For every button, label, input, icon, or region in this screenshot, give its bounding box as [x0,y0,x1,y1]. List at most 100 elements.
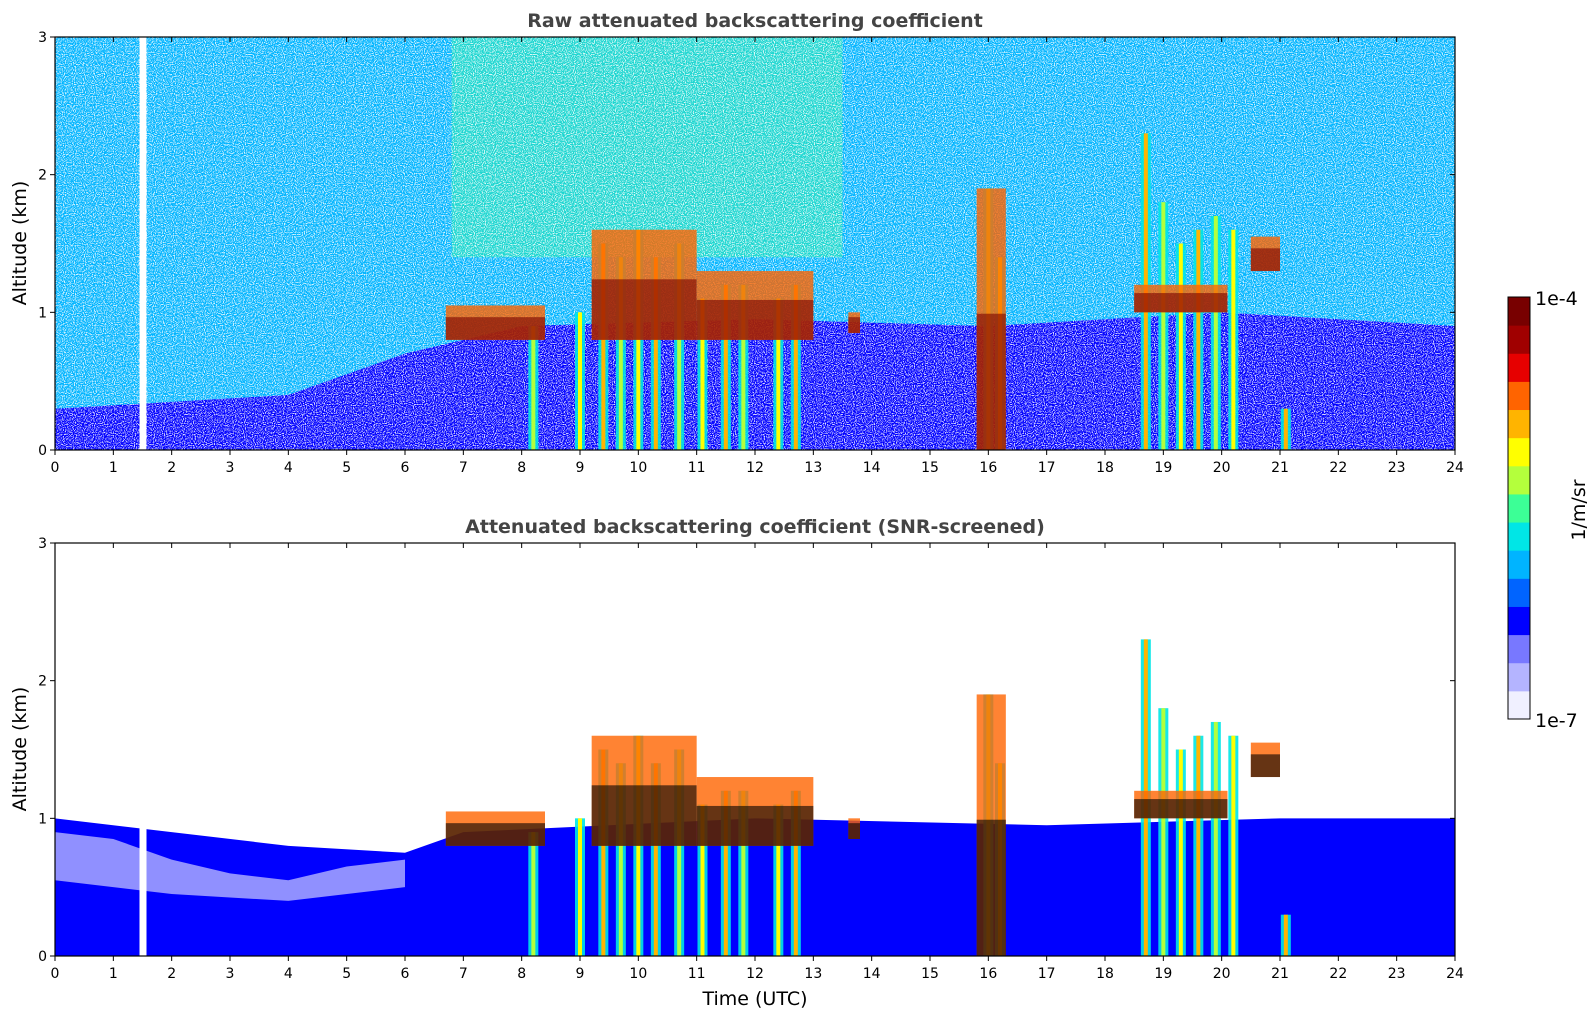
precip-shaft-core [618,763,623,956]
x-tick-label: 15 [921,460,939,476]
precip-shaft-core [1213,215,1218,450]
colorbar-frame [1507,296,1531,720]
x-tick-label: 20 [1213,460,1231,476]
cloud-core [1250,248,1280,272]
x-tick-label: 2 [167,460,176,476]
x-tick-label: 11 [688,460,706,476]
x-tick-label: 24 [1446,966,1464,982]
y-tick-label: 2 [38,674,47,690]
y-tick-label: 3 [38,536,47,552]
colorbar-unit-label: 1/m/sr [1568,479,1590,540]
precip-shaft-core [677,749,682,956]
precip-shaft-core [1196,229,1201,450]
precip-shaft-core [1196,735,1201,956]
x-tick-label: 7 [459,460,468,476]
colorbar-step [1508,297,1530,326]
y-tick-label: 1 [38,811,47,827]
precip-shaft-core [723,790,728,956]
x-tick-label: 18 [1096,966,1114,982]
speckle-noise [55,37,1455,450]
x-tick-label: 5 [342,966,351,982]
x-tick-label: 18 [1096,460,1114,476]
x-tick-label: 15 [921,966,939,982]
x-tick-label: 4 [284,460,293,476]
x-tick-label: 0 [51,966,60,982]
precip-shaft-core [601,243,606,450]
cloud-core [976,819,1006,956]
colorbar-step [1508,522,1530,551]
precip-shaft-core [578,312,582,450]
colorbar-step [1508,690,1530,720]
cloud-core [848,823,860,839]
time-axis-label: Time (UTC) [701,988,807,1010]
x-tick-label: 11 [688,966,706,982]
x-tick-label: 0 [51,460,60,476]
precip-shaft-core [653,257,658,450]
x-tick-label: 22 [1329,966,1347,982]
colorbar-step [1508,550,1530,579]
x-tick-label: 14 [863,966,881,982]
x-tick-label: 21 [1271,966,1289,982]
precip-shaft-core [653,763,658,956]
x-tick-label: 10 [629,460,647,476]
precip-shaft-core [776,298,781,450]
x-tick-label: 6 [401,966,410,982]
precip-shaft-core [677,243,682,450]
x-tick-label: 8 [517,966,526,982]
screened-panel-title: Attenuated backscattering coefficient (S… [465,516,1045,538]
raw-heatmap [55,37,1455,450]
colorbar-gradient [1508,297,1530,720]
x-tick-label: 16 [979,460,997,476]
precip-shaft-core [601,749,606,956]
x-tick-label: 23 [1388,460,1406,476]
cloud-core [1134,293,1228,313]
data-gap [139,818,147,956]
cloud-core [1250,754,1280,778]
data-gap [139,37,147,450]
x-tick-label: 5 [342,460,351,476]
x-tick-label: 4 [284,966,293,982]
cloud-core [445,317,545,340]
cloud-core [848,317,860,333]
x-tick-label: 19 [1154,966,1172,982]
x-tick-label: 13 [804,966,822,982]
colorbar-step [1508,437,1530,467]
cloud-core [445,823,545,846]
raw-x-axis: 0 1 2 3 4 5 6 7 8 9 10 11 12 13 14 15 16 17 18 19 20 21 22 23 24 [51,37,1464,476]
screened-backscatter-panel: Attenuated backscattering coefficient (S… [9,516,1464,1010]
x-tick-label: 24 [1446,460,1464,476]
precip-shaft-core [1231,735,1236,956]
precip-shaft-core [741,790,746,956]
x-tick-label: 10 [629,966,647,982]
x-tick-label: 13 [804,460,822,476]
raw-backscatter-panel: Raw attenuated backscattering coefficien… [9,10,1464,476]
colorbar-max-label: 1e-4 [1535,288,1578,310]
colorbar: 1e-4 1e-7 1/m/sr [1507,288,1590,732]
colorbar-step [1508,606,1530,636]
x-tick-label: 23 [1388,966,1406,982]
cloud-core [1134,799,1228,819]
colorbar-step [1508,325,1530,354]
cloud-core [976,313,1006,450]
precip-shaft-core [531,326,536,450]
boundary-layer [55,818,1455,956]
cloud-core [696,299,814,340]
y-tick-label: 1 [38,305,47,321]
x-tick-label: 9 [576,966,585,982]
x-tick-label: 3 [226,966,235,982]
precip-shaft-core [1231,229,1236,450]
x-tick-label: 8 [517,460,526,476]
y-tick-label: 3 [38,30,47,46]
precip-shaft-core [700,298,705,450]
x-tick-label: 12 [746,966,764,982]
precip-shaft-core [776,804,781,956]
y-tick-label: 0 [38,949,47,965]
precip-shaft-core [618,257,623,450]
x-tick-label: 12 [746,460,764,476]
colorbar-step [1508,578,1530,607]
colorbar-step [1508,634,1530,664]
x-tick-label: 9 [576,460,585,476]
colorbar-step [1508,409,1530,439]
x-tick-label: 1 [109,460,118,476]
